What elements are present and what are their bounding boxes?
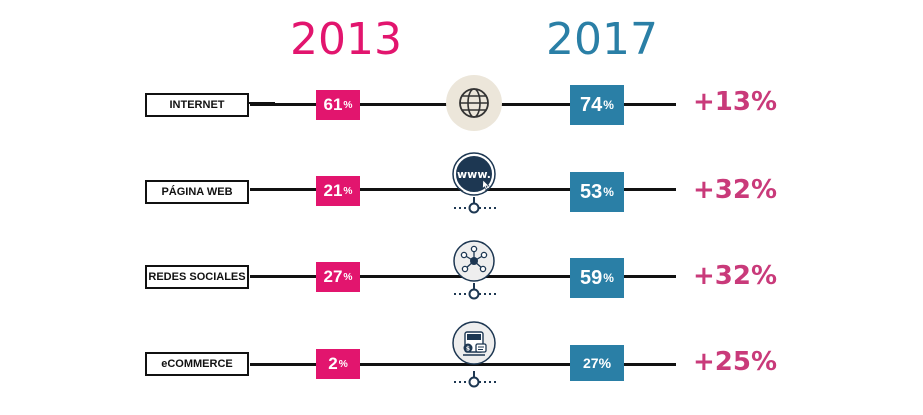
row-pagina-web: PÁGINA WEB 21% www. 53% +32%: [0, 152, 923, 218]
value-2013-box: 27%: [316, 262, 360, 292]
value-2017-box: 27%: [570, 345, 624, 381]
value-2017-box: 74%: [570, 85, 624, 125]
svg-text:$: $: [466, 346, 470, 353]
value-2013: 21: [323, 181, 343, 200]
year-2017-heading: 2017: [546, 14, 658, 65]
percent-sign: %: [603, 98, 614, 112]
label-connector-tick: [249, 102, 275, 104]
percent-sign: %: [598, 355, 612, 371]
connector-icon: [452, 283, 502, 303]
difference-value: +32%: [693, 261, 778, 291]
percent-sign: %: [338, 358, 348, 370]
value-2013: 27: [323, 267, 343, 286]
globe-icon: [445, 74, 503, 132]
row-internet: INTERNET 61% 74% +13%: [0, 72, 923, 132]
difference-value: +32%: [693, 175, 778, 205]
row-ecommerce: eCOMMERCE 2% $ 27% +25%: [0, 321, 923, 393]
value-2017: 74: [580, 93, 603, 116]
row-label: PÁGINA WEB: [145, 180, 249, 204]
row-line: [250, 363, 676, 366]
row-redes-sociales: REDES SOCIALES 27% 59% +32%: [0, 240, 923, 305]
year-2013-heading: 2013: [290, 14, 402, 65]
value-2017-box: 53%: [570, 172, 624, 212]
row-label: eCOMMERCE: [145, 352, 249, 376]
percent-sign: %: [343, 271, 353, 283]
value-2013: 2: [328, 354, 338, 373]
www-icon: www.: [445, 152, 503, 210]
difference-value: +25%: [693, 347, 778, 377]
value-2017-box: 59%: [570, 258, 624, 298]
value-2013-box: 2%: [316, 349, 360, 379]
percent-sign: %: [603, 271, 614, 285]
value-2013-box: 61%: [316, 90, 360, 120]
connector-icon: [452, 197, 502, 217]
value-2013-box: 21%: [316, 176, 360, 206]
www-icon-text: www.: [457, 168, 491, 181]
value-2017: 27: [582, 355, 599, 371]
value-2013: 61: [323, 95, 343, 114]
percent-sign: %: [343, 99, 353, 111]
value-2017: 59: [580, 266, 603, 289]
percent-sign: %: [603, 185, 614, 199]
row-label: REDES SOCIALES: [145, 265, 249, 289]
difference-value: +13%: [693, 87, 778, 117]
row-label: INTERNET: [145, 93, 249, 117]
network-icon: [445, 237, 503, 295]
percent-sign: %: [343, 185, 353, 197]
value-2017: 53: [580, 180, 603, 203]
connector-icon: [452, 371, 502, 391]
ecommerce-icon: $: [445, 317, 503, 375]
